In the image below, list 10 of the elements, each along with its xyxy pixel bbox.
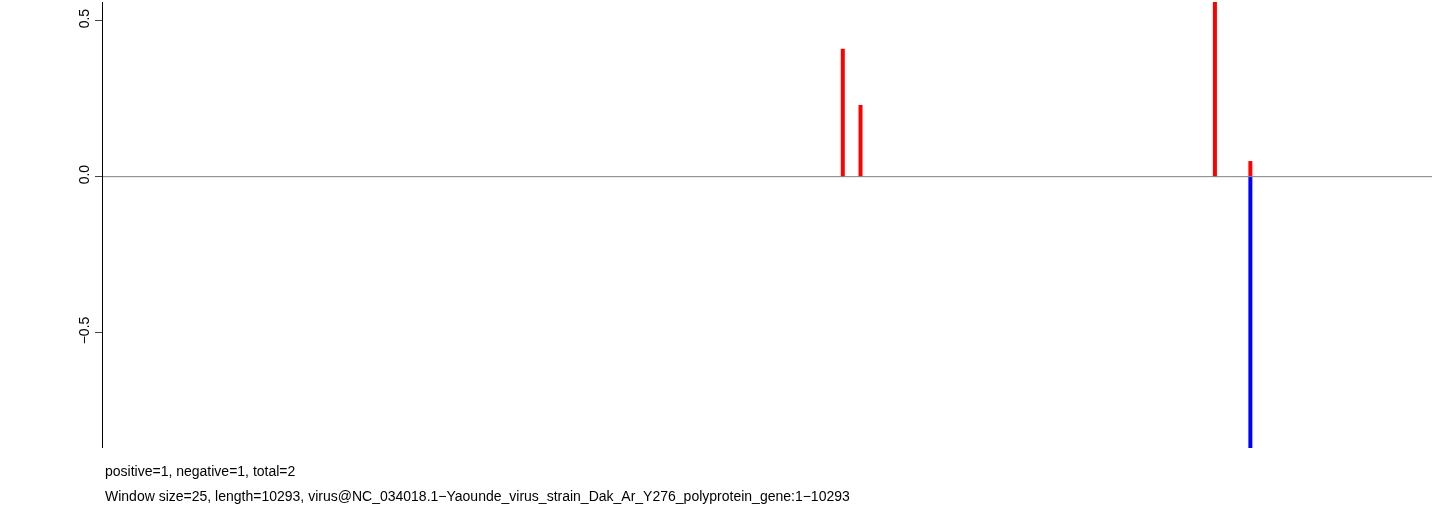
bar: [1248, 176, 1253, 448]
text: Window size=25, length=10293, virus@NC_034018.1−Yaounde_virus_strain_Dak_Ar_Y276_polyprotein_gene:1−10293: [105, 488, 851, 504]
bar: [858, 104, 863, 177]
bar: [840, 48, 845, 177]
bar: [1248, 161, 1253, 177]
text: positive=1, negative=1, total=2: [105, 463, 296, 479]
y-tick-label: 0.0: [76, 164, 93, 185]
bar: [1212, 2, 1217, 177]
y-tick-label: −0.5: [76, 316, 93, 345]
y-tick-label: 0.5: [76, 8, 93, 29]
